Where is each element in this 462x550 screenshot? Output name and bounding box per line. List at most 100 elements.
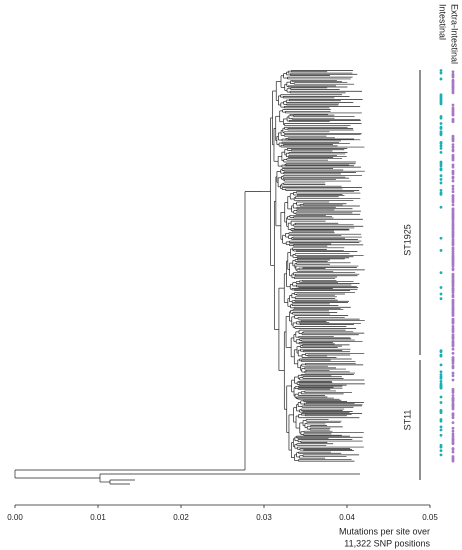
isolate-dot	[439, 174, 443, 178]
isolate-dot	[439, 127, 443, 130]
isolate-dot	[451, 70, 455, 74]
isolate-dot	[451, 347, 455, 351]
isolate-dot	[451, 330, 455, 334]
isolate-dot	[439, 376, 443, 380]
x-tick-label: 0.00	[7, 513, 23, 522]
isolate-dot	[439, 71, 443, 75]
isolate-dot	[451, 429, 455, 433]
isolate-dot	[439, 69, 443, 72]
isolate-dot	[439, 236, 443, 240]
isolate-dot	[451, 103, 455, 107]
isolate-dot	[451, 442, 455, 446]
isolate-dot	[451, 351, 455, 355]
isolate-dot	[451, 407, 455, 411]
isolate-dot	[451, 172, 455, 176]
column-header: Extra-Intestinal	[450, 4, 460, 64]
isolate-dot	[451, 139, 455, 143]
isolate-dot	[451, 91, 455, 95]
isolate-dot	[451, 145, 455, 149]
isolate-dot	[451, 448, 455, 451]
isolate-dot	[439, 164, 443, 168]
isolate-dot	[439, 449, 443, 453]
isolate-dot	[451, 394, 455, 397]
isolate-dot	[451, 268, 455, 272]
isolate-dot	[451, 247, 455, 251]
isolate-dot	[451, 314, 455, 317]
x-axis-label: 11,322 SNP positions	[344, 538, 430, 548]
phylogenetic-tree	[14, 69, 455, 485]
isolate-dot	[451, 219, 455, 223]
isolate-dot	[439, 401, 443, 404]
isolate-dot	[451, 75, 455, 79]
isolate-dot	[451, 120, 455, 124]
isolate-dot	[451, 187, 455, 191]
x-tick-label: 0.01	[90, 513, 106, 522]
isolate-dot	[451, 184, 455, 188]
isolate-dot	[439, 379, 443, 383]
isolate-dot	[439, 425, 443, 429]
isolate-dot	[439, 146, 443, 150]
isolate-dot	[439, 354, 443, 358]
isolate-dot	[439, 133, 443, 137]
isolate-dot	[439, 249, 443, 252]
isolate-dot	[451, 324, 455, 328]
isolate-dot	[451, 291, 455, 294]
isolate-dot	[439, 122, 443, 125]
isolate-dot	[451, 416, 455, 420]
isolate-dot	[439, 192, 443, 196]
isolate-dot	[451, 337, 455, 341]
isolate-dot	[439, 168, 443, 172]
isolate-dot	[439, 77, 443, 81]
isolate-dot	[451, 450, 455, 454]
isolate-dot	[451, 203, 455, 207]
isolate-dot	[451, 250, 455, 254]
isolate-dot	[439, 162, 443, 166]
isolate-dot	[451, 391, 455, 394]
column-header: Intestinal	[438, 4, 448, 40]
isolate-dot	[451, 243, 455, 247]
isolate-dot	[439, 181, 443, 185]
isolate-dot	[451, 176, 455, 180]
isolate-dot	[451, 149, 455, 153]
isolate-dot	[451, 366, 455, 370]
isolate-dot	[451, 163, 455, 167]
isolate-dot	[439, 419, 443, 423]
x-axis-label: Mutations per site over	[339, 526, 430, 536]
isolate-dot	[451, 322, 455, 325]
isolate-dot	[439, 350, 443, 354]
isolate-dot	[439, 395, 443, 399]
isolate-dot	[439, 453, 443, 457]
isolate-dot	[439, 370, 443, 374]
x-tick-label: 0.05	[422, 513, 438, 522]
isolate-dot	[439, 142, 443, 145]
isolate-dot	[451, 434, 455, 438]
isolate-dot	[439, 286, 443, 289]
isolate-dot	[451, 344, 455, 348]
isolate-dot	[451, 158, 455, 162]
isolate-dot	[451, 371, 455, 375]
isolate-dot	[439, 102, 443, 106]
isolate-dot	[439, 205, 443, 209]
isolate-dot	[439, 428, 443, 432]
isolate-dot	[451, 165, 455, 169]
isolate-dot	[439, 178, 443, 181]
isolate-dot	[451, 227, 455, 231]
isolate-dot	[439, 433, 443, 437]
isolate-dot	[451, 143, 455, 147]
clade-label: ST1925	[402, 224, 412, 256]
isolate-dot	[439, 386, 443, 390]
isolate-dot	[439, 363, 443, 367]
isolate-dot	[451, 289, 455, 293]
isolate-dot	[451, 113, 455, 117]
x-tick-label: 0.04	[339, 513, 355, 522]
x-tick-label: 0.02	[173, 513, 189, 522]
isolate-dot	[451, 421, 455, 425]
isolate-dot	[451, 426, 455, 430]
isolate-dot	[439, 445, 443, 449]
isolate-dot	[451, 284, 455, 288]
isolate-dot	[439, 373, 443, 377]
isolate-dot	[451, 459, 455, 463]
isolate-dot	[439, 188, 443, 192]
isolate-dot	[451, 295, 455, 299]
